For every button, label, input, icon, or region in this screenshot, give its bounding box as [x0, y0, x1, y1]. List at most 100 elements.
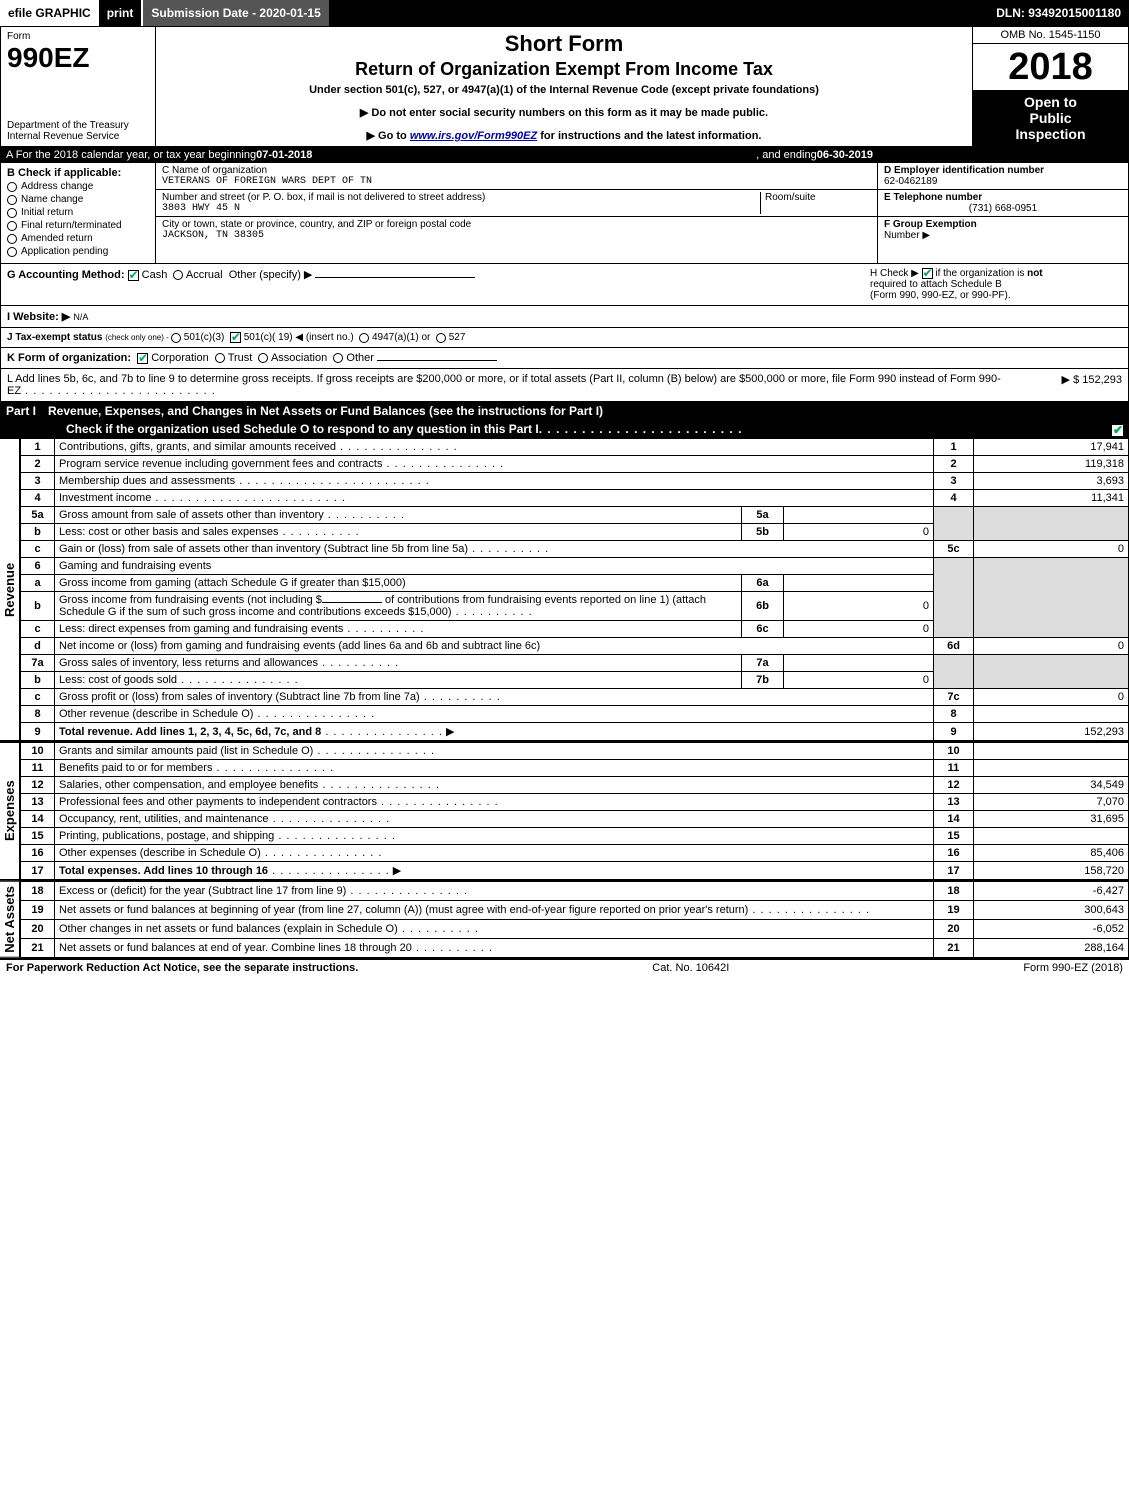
l5c-desc: Gain or (loss) from sale of assets other… — [59, 543, 468, 555]
top-bar: efile GRAPHIC print Submission Date - 20… — [0, 0, 1129, 26]
chk-other-org[interactable] — [333, 353, 343, 363]
l20-amount: -6,052 — [974, 920, 1129, 939]
chk-initial-return[interactable] — [7, 208, 17, 218]
l21-desc: Net assets or fund balances at end of ye… — [59, 942, 412, 954]
l4-desc: Investment income — [59, 492, 151, 504]
lbl-accrual: Accrual — [186, 269, 223, 281]
print-button[interactable]: print — [99, 0, 144, 26]
lbl-application-pending: Application pending — [21, 246, 108, 257]
l6c-desc: Less: direct expenses from gaming and fu… — [59, 623, 343, 635]
submission-date: Submission Date - 2020-01-15 — [143, 0, 328, 26]
k-other-input[interactable] — [377, 360, 497, 361]
h-not: not — [1027, 268, 1043, 279]
l15-num: 15 — [21, 828, 55, 845]
l20-desc: Other changes in net assets or fund bala… — [59, 923, 398, 935]
chk-527[interactable] — [436, 333, 446, 343]
l11-num: 11 — [21, 760, 55, 777]
l1-desc: Contributions, gifts, grants, and simila… — [59, 441, 336, 453]
chk-501c[interactable] — [230, 332, 241, 343]
l7b-sub: 7b — [742, 672, 784, 689]
d-value: 62-0462189 — [884, 176, 937, 187]
l6c-num: c — [21, 621, 55, 638]
l6b-num: b — [21, 592, 55, 621]
l12-amount: 34,549 — [974, 777, 1129, 794]
l7c-amount: 0 — [974, 689, 1129, 706]
lbl-501c3: 501(c)(3) — [184, 332, 225, 343]
form-number: 990EZ — [7, 42, 149, 74]
box-c: C Name of organization VETERANS OF FOREI… — [156, 163, 878, 263]
c-value: VETERANS OF FOREIGN WARS DEPT OF TN — [162, 176, 871, 187]
chk-h[interactable] — [922, 268, 933, 279]
period-pre: A For the 2018 calendar year, or tax yea… — [6, 149, 256, 161]
section-j: J Tax-exempt status (check only one) - 5… — [0, 328, 1129, 348]
footer-right: Form 990-EZ (2018) — [1023, 962, 1123, 974]
chk-part1-scho[interactable] — [1112, 425, 1123, 436]
box-b: B Check if applicable: Address change Na… — [1, 163, 156, 263]
side-expenses: Expenses — [0, 742, 20, 880]
l8-num: 8 — [21, 706, 55, 723]
l13-code: 13 — [934, 794, 974, 811]
room-label: Room/suite — [765, 192, 871, 203]
l1-amount: 17,941 — [974, 439, 1129, 456]
chk-trust[interactable] — [215, 353, 225, 363]
efile-button[interactable]: efile GRAPHIC — [0, 0, 99, 26]
l6b-input[interactable] — [322, 602, 382, 603]
box-b-heading: B Check if applicable: — [7, 167, 149, 179]
chk-501c3[interactable] — [171, 333, 181, 343]
h-post: if the organization is — [935, 268, 1027, 279]
l16-code: 16 — [934, 845, 974, 862]
lbl-other-specify: Other (specify) ▶ — [229, 269, 313, 281]
l7a-sub: 7a — [742, 655, 784, 672]
g-other-input[interactable] — [315, 277, 475, 278]
l10-desc: Grants and similar amounts paid (list in… — [59, 745, 313, 757]
chk-cash[interactable] — [128, 270, 139, 281]
l6c-sub: 6c — [742, 621, 784, 638]
l17-desc: Total expenses. Add lines 10 through 16 — [59, 865, 268, 877]
l15-desc: Printing, publications, postage, and shi… — [59, 830, 274, 842]
revenue-table: 1 Contributions, gifts, grants, and simil… — [20, 438, 1129, 741]
chk-assoc[interactable] — [258, 353, 268, 363]
l7c-num: c — [21, 689, 55, 706]
chk-4947[interactable] — [359, 333, 369, 343]
lbl-trust: Trust — [228, 352, 253, 364]
section-g-h: G Accounting Method: Cash Accrual Other … — [0, 264, 1129, 306]
side-netassets: Net Assets — [0, 881, 20, 958]
chk-amended-return[interactable] — [7, 234, 17, 244]
open-line1: Open to — [973, 94, 1128, 110]
h-l3: (Form 990, 990-EZ, or 990-PF). — [870, 290, 1011, 301]
l7c-desc: Gross profit or (loss) from sales of inv… — [59, 691, 420, 703]
addr-label: Number and street (or P. O. box, if mail… — [162, 192, 756, 203]
warn-goto-pre: ▶ Go to — [367, 130, 410, 142]
l21-code: 21 — [934, 939, 974, 958]
l7b-subval: 0 — [784, 672, 934, 689]
netassets-block: Net Assets 18Excess or (deficit) for the… — [0, 881, 1129, 959]
l18-desc: Excess or (deficit) for the year (Subtra… — [59, 885, 346, 897]
l7a-desc: Gross sales of inventory, less returns a… — [59, 657, 318, 669]
e-label: E Telephone number — [884, 192, 982, 203]
l7c-code: 7c — [934, 689, 974, 706]
chk-accrual[interactable] — [173, 270, 183, 280]
irs-link[interactable]: www.irs.gov/Form990EZ — [410, 130, 537, 142]
l6a-subval — [784, 575, 934, 592]
l5a-desc: Gross amount from sale of assets other t… — [59, 509, 324, 521]
h-pre: H Check ▶ — [870, 268, 922, 279]
chk-address-change[interactable] — [7, 182, 17, 192]
warn-goto-post: for instructions and the latest informat… — [537, 130, 761, 142]
l6b-subval: 0 — [784, 592, 934, 621]
l9-code: 9 — [934, 723, 974, 741]
form-word: Form — [7, 31, 149, 42]
l12-code: 12 — [934, 777, 974, 794]
chk-final-return[interactable] — [7, 221, 17, 231]
footer-center: Cat. No. 10642I — [652, 962, 729, 974]
l15-code: 15 — [934, 828, 974, 845]
l19-amount: 300,643 — [974, 901, 1129, 920]
l12-num: 12 — [21, 777, 55, 794]
chk-application-pending[interactable] — [7, 247, 17, 257]
chk-name-change[interactable] — [7, 195, 17, 205]
l1-code: 1 — [934, 439, 974, 456]
lbl-address-change: Address change — [21, 181, 93, 192]
chk-corp[interactable] — [137, 353, 148, 364]
l19-desc: Net assets or fund balances at beginning… — [59, 904, 748, 916]
l2-amount: 119,318 — [974, 456, 1129, 473]
l6d-desc: Net income or (loss) from gaming and fun… — [59, 640, 540, 652]
